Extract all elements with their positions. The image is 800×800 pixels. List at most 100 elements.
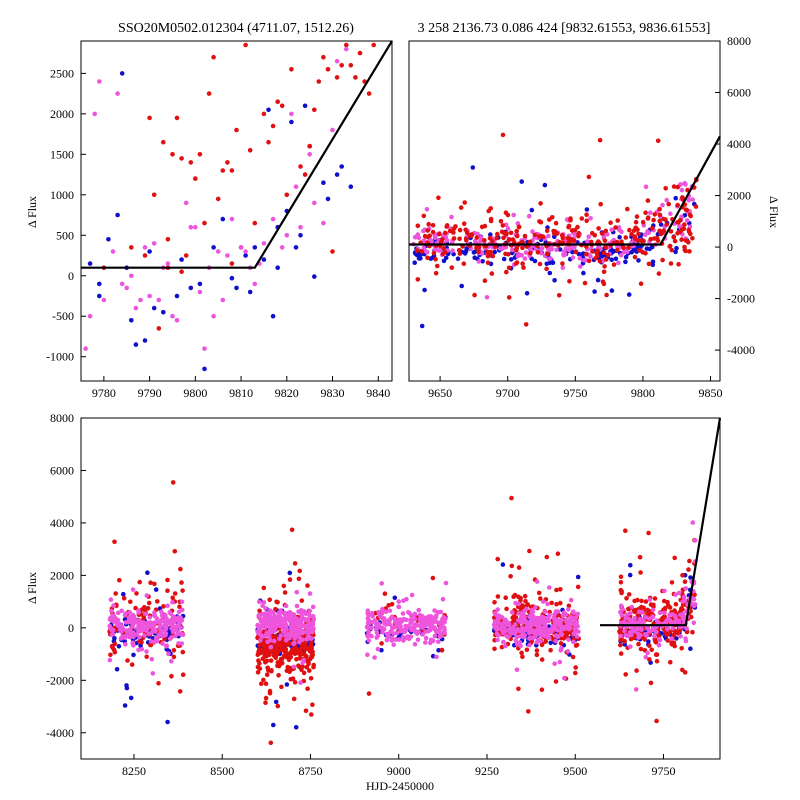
full-pink-point xyxy=(167,620,172,626)
full-pink-point xyxy=(372,618,378,623)
zoom-blue-point xyxy=(97,293,102,299)
season-red-point xyxy=(503,232,509,237)
full-red-point xyxy=(281,583,287,589)
full-red-point xyxy=(558,641,564,646)
full-pink-point xyxy=(380,630,385,635)
zoom-x-tick-label: 9790 xyxy=(138,386,162,400)
season-red-point xyxy=(457,236,462,242)
season-red-point xyxy=(575,224,580,230)
zoom-red-point xyxy=(142,253,148,258)
full-red-point xyxy=(648,680,654,686)
full-pink-point xyxy=(572,630,577,636)
full-pink-point xyxy=(618,633,624,639)
full-red-point xyxy=(684,629,690,635)
season-pink-point xyxy=(526,213,532,219)
zoom-pink-point xyxy=(307,152,313,157)
full-blue-point xyxy=(628,562,633,568)
full-pink-point xyxy=(268,637,273,643)
full-pink-point xyxy=(524,606,529,612)
full-pink-point xyxy=(634,625,640,631)
full-blue-point xyxy=(284,682,290,687)
zoom-pink-point xyxy=(330,127,335,133)
full-pink-point xyxy=(622,628,627,634)
full-pink-point xyxy=(654,629,659,635)
season-red-point xyxy=(571,238,577,243)
zoom-y-tick-label: -500 xyxy=(52,309,74,323)
zoom-pink-point xyxy=(238,245,244,250)
full-red-point xyxy=(538,596,543,601)
zoom-y-tick-label: 1500 xyxy=(50,147,74,161)
season-red-point xyxy=(601,281,607,287)
full-blue-point xyxy=(436,648,441,653)
season-red-point xyxy=(442,230,448,236)
full-blue-point xyxy=(688,575,693,580)
season-red-point xyxy=(675,231,680,236)
full-red-point xyxy=(508,574,513,579)
full-pink-point xyxy=(674,617,679,623)
season-red-point xyxy=(433,270,439,276)
season-blue-point xyxy=(626,292,632,297)
full-pink-point xyxy=(124,628,129,633)
full-pink-point xyxy=(427,620,433,626)
season-red-point xyxy=(603,228,609,234)
season-red-point xyxy=(440,251,446,257)
season-red-point xyxy=(498,218,504,224)
full-red-point xyxy=(575,584,581,590)
full-pink-point xyxy=(656,620,661,625)
zoom-x-tick-label: 9800 xyxy=(183,386,207,400)
season-pink-point xyxy=(684,218,690,223)
season-red-point xyxy=(672,238,678,244)
full-red-point xyxy=(180,672,186,677)
season-red-point xyxy=(584,212,589,217)
season-red-point xyxy=(661,216,666,222)
full-pink-point xyxy=(531,614,536,619)
full-pink-point xyxy=(302,616,308,622)
full-red-point xyxy=(299,642,305,648)
season-blue-point xyxy=(649,244,655,250)
full-pink-point xyxy=(365,608,371,613)
full-red-point xyxy=(292,680,298,685)
season-pink-point xyxy=(683,182,688,187)
season-red-point xyxy=(590,230,595,236)
full-pink-point xyxy=(566,637,571,642)
season-pink-point xyxy=(577,255,583,261)
full-red-point xyxy=(172,549,178,554)
zoom-red-point xyxy=(151,192,157,198)
season-pink-point xyxy=(515,253,521,259)
full-pink-point xyxy=(416,607,422,613)
season-pink-point xyxy=(421,238,427,243)
full-blue-point xyxy=(131,652,136,658)
season-blue-point xyxy=(552,278,557,283)
full-pink-point xyxy=(528,628,534,634)
season-blue-point xyxy=(673,195,678,201)
full-pink-point xyxy=(142,633,147,638)
zoom-pink-point xyxy=(165,261,171,266)
zoom-blue-point xyxy=(202,366,207,372)
zoom-blue-point xyxy=(275,265,281,271)
full-blue-point xyxy=(548,640,553,646)
zoom-blue-point xyxy=(293,245,299,250)
season-blue-point xyxy=(547,270,553,276)
season-red-point xyxy=(523,322,529,327)
season-pink-point xyxy=(424,207,430,212)
zoom-red-point xyxy=(270,123,276,129)
season-blue-point xyxy=(459,283,465,289)
full-x-tick-label: 8500 xyxy=(210,764,234,778)
full-red-point xyxy=(152,581,157,587)
full-pink-point xyxy=(412,641,418,647)
season-red-point xyxy=(425,228,431,233)
full-red-point xyxy=(121,596,127,601)
full-red-point xyxy=(275,649,281,655)
full-pink-point xyxy=(400,634,406,640)
season-blue-point xyxy=(570,249,575,255)
full-red-point xyxy=(543,639,548,644)
full-red-point xyxy=(299,598,305,603)
season-red-point xyxy=(553,220,559,226)
full-red-point xyxy=(389,601,395,607)
season-red-point xyxy=(598,201,603,207)
zoom-red-point xyxy=(179,269,184,275)
full-red-point xyxy=(570,654,576,660)
full-pink-point xyxy=(307,591,313,596)
full-pink-point xyxy=(553,609,559,614)
full-red-point xyxy=(653,639,658,644)
